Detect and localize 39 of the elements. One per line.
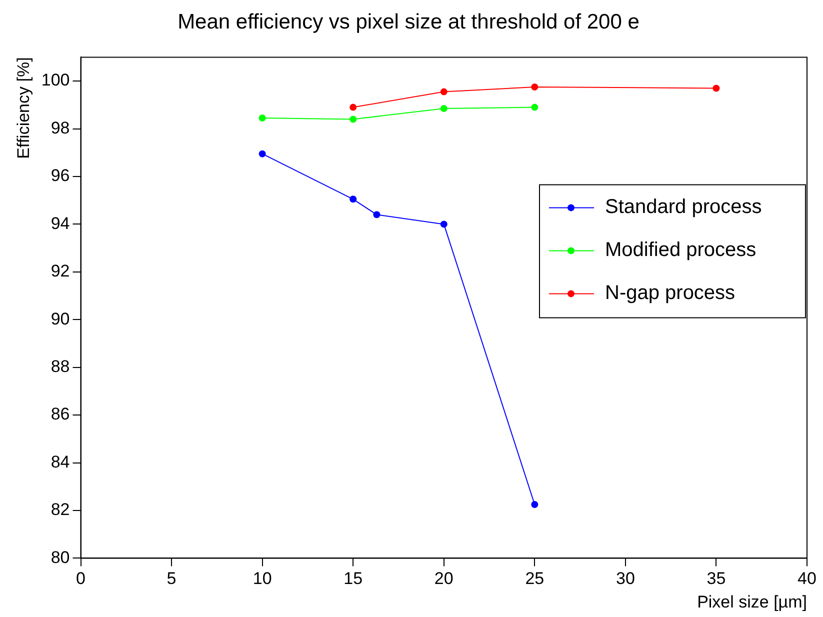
x-tick-label: 15	[344, 569, 363, 588]
point	[531, 84, 538, 91]
y-tick-label: 96	[50, 166, 70, 186]
point	[350, 196, 357, 203]
x-tick-label: 0	[76, 569, 86, 588]
x-tick-label: 30	[616, 569, 635, 588]
point	[350, 104, 357, 111]
y-tick-label: 94	[50, 214, 70, 233]
x-tick-label: 20	[434, 569, 454, 588]
point	[531, 501, 538, 508]
y-tick-label: 82	[50, 500, 70, 520]
y-tick-label: 80	[50, 548, 70, 567]
point	[440, 88, 448, 96]
y-tick-label: 90	[50, 309, 70, 328]
point	[373, 211, 380, 218]
point	[350, 116, 357, 123]
chart-title: Mean efficiency vs pixel size at threshold of 200 e	[178, 10, 640, 34]
y-tick-label: 100	[41, 70, 70, 90]
x-axis-title: Pixel size [µm]	[697, 592, 807, 612]
point	[712, 84, 720, 92]
point	[440, 220, 448, 228]
y-axis-title: Efficiency [%]	[14, 57, 33, 159]
point	[258, 150, 266, 158]
x-tick-label: 5	[166, 569, 176, 588]
y-tick-label: 88	[50, 357, 70, 376]
x-tick-label: 35	[706, 569, 726, 588]
y-tick-label: 86	[50, 404, 70, 424]
point	[531, 104, 538, 111]
x-tick-label: 40	[798, 569, 816, 588]
y-tick-label: 92	[50, 262, 70, 281]
x-tick-label: 10	[252, 569, 272, 588]
x-tick-label: 25	[525, 569, 544, 588]
y-tick-label: 98	[50, 118, 70, 138]
y-tick-label: 84	[50, 452, 70, 472]
point	[258, 114, 266, 122]
legend-label: Modified process	[605, 239, 756, 262]
legend-label: N-gap process	[605, 282, 736, 304]
legend-label: Standard process	[605, 196, 762, 218]
point	[440, 104, 448, 112]
